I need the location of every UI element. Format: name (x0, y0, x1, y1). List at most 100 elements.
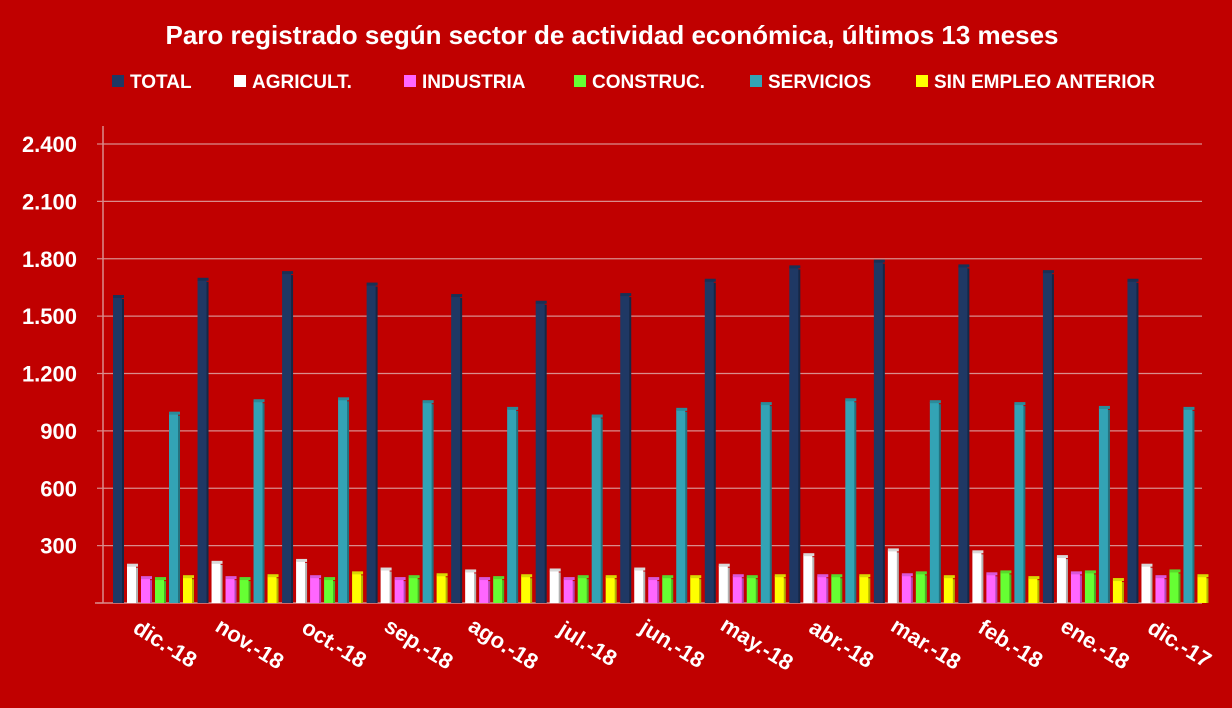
bar-face (760, 404, 770, 603)
x-tick-label: oct.-18 (298, 614, 371, 673)
x-tick-label: jun.-18 (635, 614, 709, 673)
bar-side (628, 297, 632, 603)
bar-side (613, 579, 617, 603)
bar-face (1183, 408, 1193, 603)
bar-industria (563, 577, 575, 603)
bar-top (746, 575, 758, 579)
bar-face (563, 579, 573, 603)
bar-face (1084, 572, 1094, 603)
bar-side (867, 578, 871, 603)
bar-total (366, 282, 378, 603)
bar-face (155, 579, 164, 603)
legend-swatch (574, 75, 586, 87)
bar-agricult (803, 553, 815, 603)
bar-side (332, 581, 336, 603)
bar-top (563, 577, 575, 581)
bar-industria (648, 577, 660, 603)
bar-face (366, 284, 376, 603)
bar-face (507, 408, 517, 603)
bar-top (859, 574, 871, 578)
bar-face (845, 400, 855, 603)
bar-face (1000, 572, 1010, 603)
bar-construc (324, 577, 336, 603)
x-axis-ticks: dic.-18 nov.-18 oct.-18 sep.-18 ago.-18 jul.-… (129, 612, 1216, 676)
bar-servicios (676, 407, 688, 603)
bar-industria (394, 577, 406, 603)
bar-face (521, 576, 531, 603)
bar-face (493, 578, 503, 603)
bar-top (296, 558, 308, 562)
bar-top (493, 576, 505, 580)
legend-label: AGRICULT. (252, 72, 352, 93)
bar-top (760, 402, 772, 406)
bar-top (282, 271, 294, 275)
bar-side (1106, 409, 1110, 603)
bar-top (225, 576, 237, 580)
bar-face (282, 273, 292, 603)
x-tick-label: abr.-18 (805, 614, 878, 673)
bar-servicios (1098, 405, 1110, 603)
bar-top (887, 548, 899, 552)
bar-industria (732, 574, 744, 603)
y-tick-label: 300 (40, 534, 77, 559)
legend-label: SERVICIOS (768, 72, 871, 93)
bar-sin-empleo-anterior (859, 574, 871, 603)
bar-face (662, 577, 672, 603)
bar-agricult (296, 558, 308, 603)
bar-side (853, 402, 857, 603)
bar-side (318, 579, 322, 603)
bar-top (197, 277, 209, 281)
bar-face (436, 575, 446, 603)
bar-face (676, 409, 686, 603)
bar-face (549, 570, 559, 603)
bar-top (774, 574, 786, 578)
bar-face (465, 571, 475, 603)
bar-side (487, 581, 491, 603)
bar-top (803, 553, 815, 557)
bar-side (656, 581, 660, 603)
bar-side (304, 562, 308, 603)
bar-side (1064, 559, 1068, 603)
x-tick-label: feb.-18 (974, 614, 1047, 673)
bar-top (1000, 570, 1012, 574)
bar-top (1042, 270, 1054, 274)
bar-face (704, 280, 714, 603)
y-tick-label: 1.500 (22, 304, 77, 329)
bar-top (817, 574, 829, 578)
bar-top (901, 573, 913, 577)
bar-sin-empleo-anterior (352, 571, 364, 603)
bar-top (1183, 406, 1195, 410)
bar-top (1141, 563, 1153, 567)
bar-top (732, 574, 744, 578)
bar-top (1112, 578, 1124, 582)
bar-industria (225, 576, 237, 603)
bar-sin-empleo-anterior (436, 573, 448, 603)
bar-side (839, 578, 843, 603)
bar-side (1149, 567, 1153, 603)
bar-face (817, 576, 827, 603)
bar-top (1070, 571, 1082, 575)
bar-sin-empleo-anterior (690, 575, 702, 603)
bar-industria (817, 574, 829, 603)
bar-agricult (887, 548, 899, 603)
bar-side (346, 401, 350, 603)
bar-side (571, 581, 575, 603)
bar-side (163, 581, 166, 603)
bar-face (986, 574, 996, 603)
bar-side (360, 575, 364, 603)
bars (113, 259, 1209, 603)
bar-top (366, 282, 378, 286)
bar-face (479, 579, 489, 603)
bar-side (1092, 574, 1096, 603)
bar-top (634, 567, 646, 571)
bar-side (149, 580, 152, 603)
bar-face (887, 550, 897, 603)
bar-face (746, 577, 756, 603)
bar-face (1014, 404, 1024, 603)
bar-top (521, 574, 533, 578)
bar-face (127, 565, 136, 603)
bar-total (535, 300, 547, 603)
bar-top (479, 577, 491, 581)
x-tick-label: jul.-18 (554, 616, 622, 671)
